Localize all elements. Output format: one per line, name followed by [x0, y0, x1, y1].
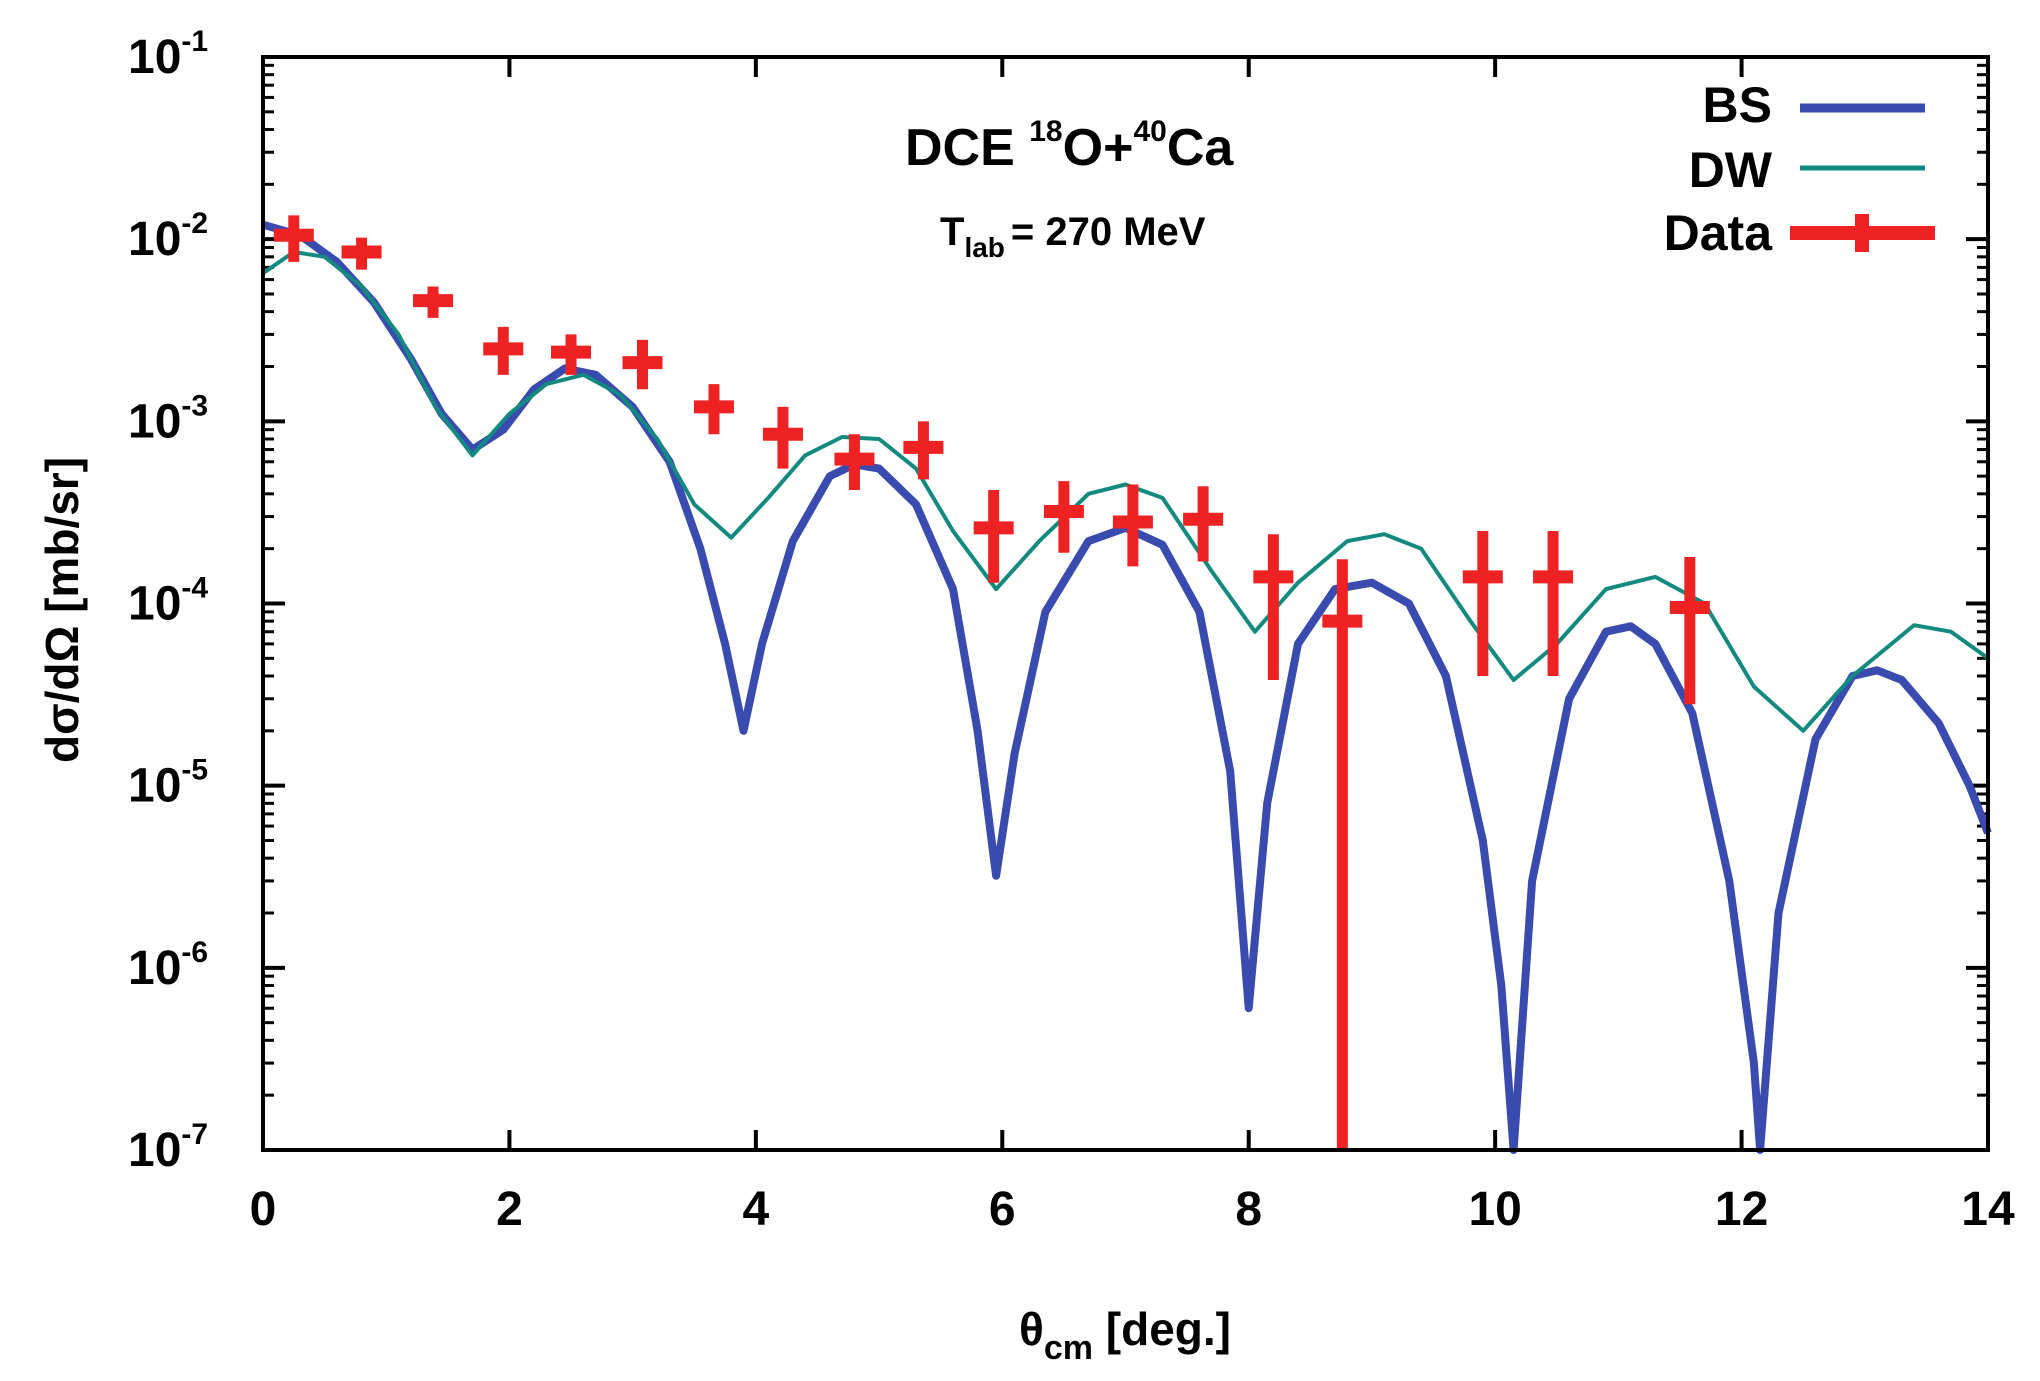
data-point: [762, 406, 803, 469]
chart-title: DCE 18O+40Ca: [905, 115, 1234, 177]
dw-curve: [261, 250, 1990, 733]
y-tick-base: 10: [128, 760, 181, 813]
y-tick-base: 10: [128, 942, 181, 995]
data-point: [622, 339, 663, 390]
y-tick-label: 10-5: [128, 754, 208, 813]
chart-title-mid: O+: [1063, 119, 1134, 177]
x-tick-label: 0: [250, 1183, 277, 1236]
data-point: [273, 215, 314, 262]
bs-curve: [261, 220, 1992, 1154]
y-tick-exponent: -7: [181, 1118, 208, 1151]
y-tick-exponent: -1: [181, 25, 208, 58]
legend-label-dw: DW: [1689, 142, 1773, 198]
x-tick-label: 4: [743, 1183, 770, 1236]
x-tick-label: 2: [496, 1183, 523, 1236]
legend-label-bs: BS: [1703, 77, 1772, 133]
data-point: [1183, 486, 1224, 562]
data-point: [1669, 556, 1710, 705]
data-point: [834, 434, 875, 490]
chart-title-sup2: 40: [1133, 115, 1166, 148]
x-label-rest: [deg.]: [1093, 1303, 1231, 1355]
chart-title-suffix: Ca: [1167, 119, 1235, 177]
data-point: [483, 326, 524, 375]
y-tick-label: 10-1: [128, 25, 208, 84]
data-point: [551, 334, 592, 375]
chart-subtitle: Tlab = 270 MeV: [940, 210, 1206, 263]
x-tick-label: 10: [1468, 1183, 1521, 1236]
y-tick-label: 10-6: [128, 936, 208, 995]
x-label-main: θ: [1019, 1303, 1044, 1355]
y-tick-base: 10: [128, 213, 181, 266]
x-tick-label: 14: [1961, 1183, 2015, 1236]
data-points-group: [273, 215, 1710, 1150]
y-tick-exponent: -5: [181, 754, 208, 787]
data-point: [1322, 559, 1363, 1150]
x-tick-label: 8: [1235, 1183, 1262, 1236]
chart-title-sup1: 18: [1029, 115, 1062, 148]
y-tick-exponent: -6: [181, 936, 208, 969]
y-tick-label: 10-3: [128, 389, 208, 448]
data-point: [341, 237, 382, 270]
y-axis-label: dσ/dΩ [mb/sr]: [36, 457, 88, 763]
y-tick-label: 10-2: [128, 207, 208, 266]
y-tick-labels: 10-110-210-310-410-510-610-7: [128, 25, 208, 1177]
y-tick-label: 10-4: [128, 572, 208, 631]
y-tick-base: 10: [128, 1124, 181, 1177]
x-tick-labels: 0 2 4 6 8 10 12 14: [250, 1183, 2015, 1236]
data-point: [903, 421, 944, 480]
y-tick-exponent: -3: [181, 389, 208, 422]
data-point: [973, 489, 1014, 583]
subtitle-sub: lab: [964, 232, 1004, 263]
legend-label-data: Data: [1664, 205, 1774, 261]
y-tick-base: 10: [128, 578, 181, 631]
subtitle-rest: = 270 MeV: [1011, 210, 1206, 254]
bs-curve-group: [261, 220, 1992, 1154]
data-point: [1462, 531, 1503, 676]
data-point: [1043, 481, 1084, 553]
data-point: [1533, 531, 1574, 676]
data-point: [1253, 534, 1294, 681]
y-tick-base: 10: [128, 395, 181, 448]
data-point: [693, 384, 734, 435]
y-tick-label: 10-7: [128, 1118, 208, 1177]
data-point: [413, 286, 454, 318]
chart-title-prefix: DCE: [905, 119, 1029, 177]
plot-frame: [261, 55, 1990, 1152]
y-tick-exponent: -2: [181, 207, 208, 240]
x-axis-label: θcm [deg.]: [1019, 1303, 1231, 1367]
x-tick-label: 6: [989, 1183, 1016, 1236]
x-label-sub: cm: [1044, 1329, 1093, 1367]
dw-curve-group: [261, 250, 1990, 733]
legend: BS DW Data: [1664, 77, 1935, 261]
y-tick-base: 10: [128, 31, 181, 84]
subtitle-main: T: [940, 210, 964, 254]
x-tick-label: 12: [1715, 1183, 1768, 1236]
data-point: [1112, 484, 1153, 567]
y-tick-exponent: -4: [181, 572, 208, 605]
